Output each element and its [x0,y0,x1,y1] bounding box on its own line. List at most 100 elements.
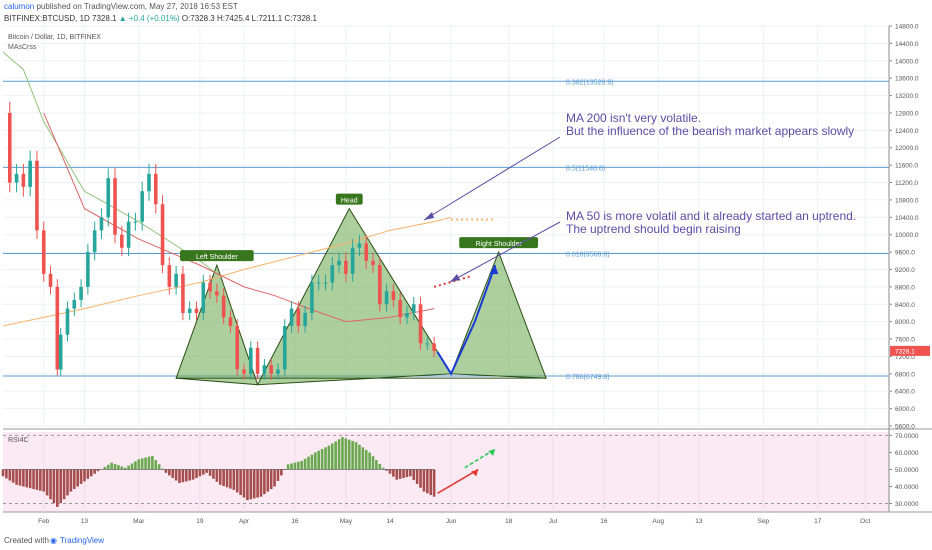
rsi-bar [185,469,188,482]
annotation-arrow-ma50 [449,221,561,283]
price-tick-label: 7600.0 [895,337,915,344]
rsi-bar [151,455,154,470]
candle-body [194,308,199,313]
up-arrow-icon: ▲ [118,14,127,23]
rsi-bar [364,449,368,470]
rsi-tick-label: 70.0000 [895,433,919,440]
rsi-bar [39,469,42,491]
rsi-bar [286,464,290,470]
rsi-arrowhead-red [471,469,479,477]
rsi-bar [239,469,242,495]
rsi-panel-bg [3,432,889,512]
rsi-tick-label: 40.0000 [895,484,919,491]
rsi-bar [49,469,52,500]
candle-body [79,286,83,300]
rsi-bar [11,469,15,483]
rsi-bar [18,469,22,486]
rsi-bar [266,469,270,492]
rsi-bar [212,469,215,479]
rsi-bar [89,469,93,477]
rsi-bar [198,469,202,477]
rsi-bar [154,460,158,470]
candle-body [215,291,219,296]
price-tick-label: 10800.0 [895,197,919,204]
price-chart[interactable]: 0.382(13528.9) 0.5(11548.8) 0.618(9568.8) 0… [0,0,932,530]
time-tick-label: 19 [196,518,204,525]
time-tick-label: Oct [860,518,870,525]
rsi-bar [157,464,161,470]
candle-body [357,243,362,248]
candle-body [384,291,389,305]
rsi-tick-label: 50.0000 [895,467,919,474]
candle-body [310,282,314,313]
rsi-bar [388,469,392,474]
candle-body [181,273,185,313]
rsi-bar [120,466,124,470]
price-tick-label: 12800.0 [895,110,919,117]
rsi-bar [188,469,192,481]
rsi-bar [327,445,331,470]
candle-body [174,273,178,287]
rsi-bar [246,469,249,501]
candle-body [160,204,165,266]
price-tick-label: 8000.0 [895,319,915,326]
time-tick-label: 13 [81,518,89,525]
price-tick-label: 14400.0 [895,41,919,48]
price-tick-label: 9600.0 [895,250,915,257]
candle-body [167,265,172,287]
rsi-bar [201,469,205,475]
candle-body [303,312,307,326]
price-axis[interactable]: 14800.0 14400.0 14000.0 13600.0 13200.0 12800… [889,24,930,431]
last-price-tag [890,345,930,356]
time-tick-label: Sep [758,518,770,525]
rsi-bar [324,447,327,470]
candle-body [120,234,124,248]
fib-levels: 0.382(13528.9) 0.5(11548.8) 0.618(9568.8) 0… [3,79,889,381]
rsi-bar [330,443,334,470]
rsi-bar [432,469,436,497]
rsi-bar [195,469,198,478]
rsi-bar [123,467,127,470]
ma50-projection [433,275,472,288]
rsi-bar [422,469,426,492]
annotation-ma50-line1: MA 50 is more volatil and it already sta… [566,209,856,223]
time-tick-label: Mar [133,518,145,525]
series-title: Bitcoin / Dollar, 1D, BITFINEX [8,34,101,41]
rsi-bar [140,458,144,470]
candle-body [48,273,53,287]
candle-body [126,221,131,248]
candle-body [58,334,63,370]
rsi-bar [259,469,263,497]
price-tick-label: 13200.0 [895,93,919,100]
rsi-bar [317,450,321,470]
candle-body [316,282,321,284]
rsi-bar [215,469,219,482]
rsi-bar [229,469,232,489]
projections [433,218,499,376]
rsi-bar [62,469,66,500]
rsi-bar [5,469,8,479]
tradingview-brand[interactable]: TradingView [60,536,105,545]
candle-body [35,160,39,231]
rsi-bar [351,440,354,470]
rsi-bar [134,461,137,470]
rsi-bar [300,460,304,470]
candle-body [147,173,151,192]
rsi-bar [310,454,314,470]
right-shoulder-label: Right Shoulder [475,241,522,248]
fib-label: 0.5(11548.8) [566,165,605,172]
candle-body [296,308,301,326]
time-axis[interactable]: Feb 13 Mar 19 Apr 16 May 14 Jun 18 Jul 16 Aug 13 Sep 17… [38,518,870,525]
left-shoulder-label: Left Shoulder [196,254,238,261]
author-link[interactable]: calumon [4,2,35,11]
rsi-bar [235,469,239,493]
rsi-bar [242,469,246,498]
rsi-bar [164,469,168,473]
rsi-axis[interactable]: 70.0000 60.0000 50.0000 40.0000 30.0000 [889,433,919,508]
rsi-bar [314,452,317,470]
rsi-bar [273,469,276,487]
rsi-arrowhead-green [488,449,496,457]
candle-body [140,191,144,222]
head-label-bg [335,193,363,205]
tradingview-logo-icon: ◉ [50,536,57,545]
